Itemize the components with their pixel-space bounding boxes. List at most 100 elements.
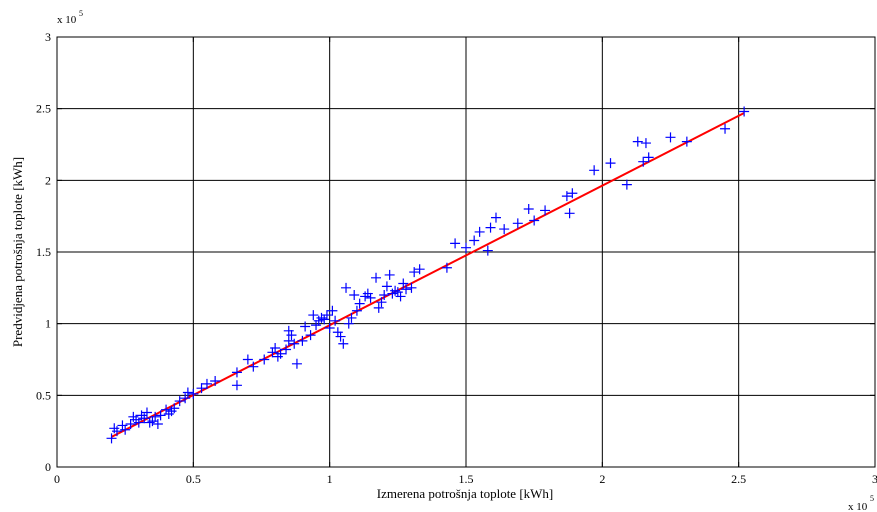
data-point (242, 354, 253, 365)
data-point (182, 387, 193, 398)
data-point (324, 322, 335, 333)
data-point (490, 212, 501, 223)
data-point (283, 335, 294, 346)
y-tick-label: 2 (45, 173, 51, 187)
data-point (169, 403, 180, 414)
data-point (133, 417, 144, 428)
data-point (720, 123, 731, 134)
data-point (327, 305, 338, 316)
data-point (330, 315, 341, 326)
data-point (351, 305, 362, 316)
data-point (739, 106, 750, 117)
data-point (311, 320, 322, 331)
data-point (300, 321, 311, 332)
data-point (150, 411, 161, 422)
data-point (248, 361, 259, 372)
data-point (341, 282, 352, 293)
data-point (414, 264, 425, 275)
data-point (259, 354, 270, 365)
data-point (346, 312, 357, 323)
data-point (155, 410, 166, 421)
data-point (139, 413, 150, 424)
data-point (384, 269, 395, 280)
data-point (210, 376, 221, 386)
y-axis-label: Predvidjena potrošnja toplote [kWh] (10, 157, 25, 347)
data-point (589, 165, 600, 176)
data-point (319, 314, 330, 325)
data-point (376, 297, 387, 308)
data-point (120, 424, 131, 435)
data-point (332, 327, 343, 338)
data-point (450, 238, 461, 249)
data-point (474, 226, 485, 237)
data-point (281, 344, 292, 355)
data-point (398, 278, 409, 289)
y-tick-label: 2.5 (36, 102, 51, 116)
data-point (338, 338, 349, 349)
data-point (335, 331, 346, 342)
data-point (286, 330, 297, 341)
data-point (365, 292, 376, 303)
x-tick-label: 0 (54, 472, 60, 486)
x-tick-label: 0.5 (186, 472, 201, 486)
data-point (125, 419, 136, 429)
x-tick-label: 1.5 (459, 472, 474, 486)
y-tick-label: 1.5 (36, 245, 51, 259)
data-point (305, 330, 316, 341)
y-tick-label: 0 (45, 460, 51, 474)
data-point (441, 262, 452, 273)
data-point (640, 138, 651, 149)
data-point (567, 188, 578, 199)
data-point (297, 335, 308, 346)
data-point (152, 419, 163, 429)
data-point (381, 281, 392, 292)
data-point (283, 325, 294, 336)
data-point (144, 417, 155, 428)
data-point (267, 347, 278, 358)
data-point (201, 378, 212, 389)
data-point (512, 218, 523, 229)
data-point (390, 285, 401, 296)
data-point (106, 433, 117, 444)
data-point (308, 310, 319, 321)
y-tick-label: 3 (45, 30, 51, 44)
data-point (561, 191, 572, 202)
data-point (621, 179, 632, 190)
x-tick-label: 1 (327, 472, 333, 486)
data-point (180, 393, 191, 404)
data-point (196, 383, 207, 394)
x-tick-label: 2.5 (731, 472, 746, 486)
data-markers (106, 106, 750, 444)
x-tick-label: 2 (599, 472, 605, 486)
data-point (371, 272, 382, 283)
plot-frame (56, 36, 876, 468)
data-point (401, 284, 412, 295)
data-point (485, 222, 496, 233)
data-point (681, 136, 692, 147)
data-point (289, 338, 300, 349)
data-point (354, 298, 365, 309)
data-point (147, 416, 158, 427)
data-point (461, 242, 471, 253)
data-point (161, 404, 172, 415)
data-point (499, 224, 510, 235)
x-tick-label: 3 (872, 472, 877, 486)
data-point (529, 215, 540, 226)
data-point (373, 302, 384, 313)
y-tick-label: 0.5 (36, 388, 51, 402)
y-multiplier-exponent: 5 (79, 9, 83, 18)
data-point (643, 152, 654, 163)
axis-ticks: 0 0.5 1 1.5 2 2.5 3 0 0.5 1 1.5 2 2.5 3 (36, 30, 877, 486)
data-point (665, 132, 676, 143)
data-point (540, 205, 551, 216)
data-point (395, 291, 406, 302)
data-point (111, 426, 122, 437)
data-point (409, 267, 420, 278)
data-point (362, 288, 373, 299)
data-point (231, 380, 242, 391)
data-point (270, 343, 281, 354)
fit-line (111, 112, 745, 438)
data-point (632, 136, 643, 147)
data-point (188, 388, 199, 399)
